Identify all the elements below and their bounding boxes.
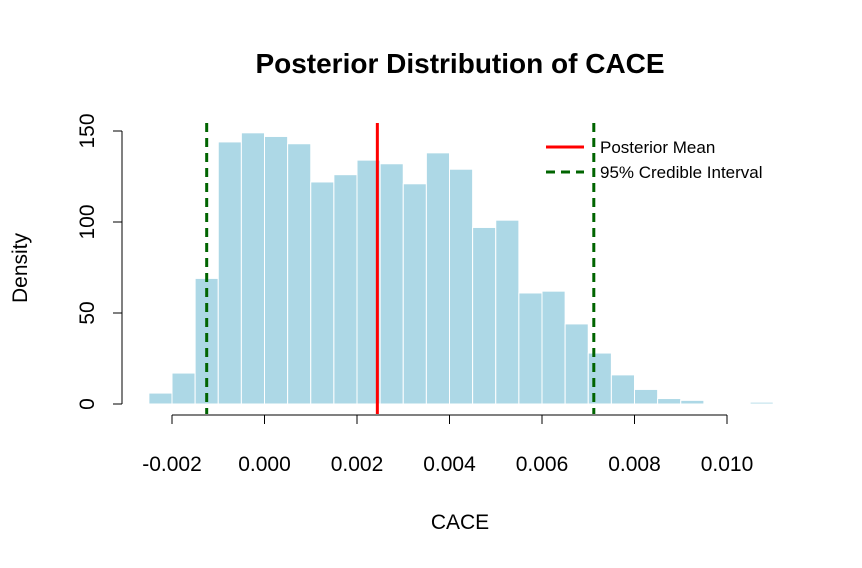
histogram-bar [518, 292, 543, 405]
x-tick-label: 0.000 [238, 453, 291, 476]
histogram-bar [287, 143, 312, 405]
histogram-bar [171, 372, 196, 405]
y-tick-label: 50 [76, 301, 99, 324]
x-tick-label: -0.002 [142, 453, 202, 476]
y-axis-label: Density [9, 232, 32, 303]
histogram-bar [379, 163, 404, 405]
x-tick-label: 0.006 [516, 453, 569, 476]
histogram-bar [240, 132, 265, 405]
legend-label: Posterior Mean [600, 138, 715, 157]
histogram-bar [680, 399, 705, 405]
histogram-bar [749, 401, 774, 405]
histogram-bar [425, 152, 450, 405]
x-axis-label: CACE [431, 511, 489, 534]
x-tick-label: 0.002 [331, 453, 384, 476]
y-axis: 0 50 100 150 [76, 113, 123, 410]
x-axis: -0.002 0.000 0.002 0.004 0.006 0.008 0.010 [142, 414, 754, 476]
legend: Posterior Mean 95% Credible Interval [546, 138, 763, 182]
histogram-bar [610, 374, 635, 405]
histogram-bar [310, 181, 335, 405]
y-tick-label: 150 [76, 113, 99, 148]
x-tick-label: 0.004 [423, 453, 476, 476]
y-tick-label: 100 [76, 204, 99, 239]
histogram-bar [634, 388, 659, 405]
histogram-bars [148, 132, 774, 405]
histogram-bar [587, 352, 612, 405]
histogram-bar [402, 183, 427, 405]
reference-lines [205, 123, 596, 414]
x-tick-label: 0.010 [701, 453, 754, 476]
histogram-bar [541, 290, 566, 405]
y-tick-label: 0 [76, 398, 99, 410]
legend-label: 95% Credible Interval [600, 163, 763, 182]
histogram-bar [333, 174, 358, 405]
histogram-bar [657, 398, 682, 405]
histogram-bar [472, 226, 497, 405]
histogram-bar [564, 323, 589, 405]
histogram-bar [217, 141, 242, 405]
histogram-bar [148, 392, 173, 405]
histogram-bar [264, 135, 289, 405]
chart-title: Posterior Distribution of CACE [255, 48, 664, 79]
x-tick-label: 0.008 [608, 453, 661, 476]
histogram-bar [449, 168, 474, 405]
histogram-bar [495, 219, 520, 405]
